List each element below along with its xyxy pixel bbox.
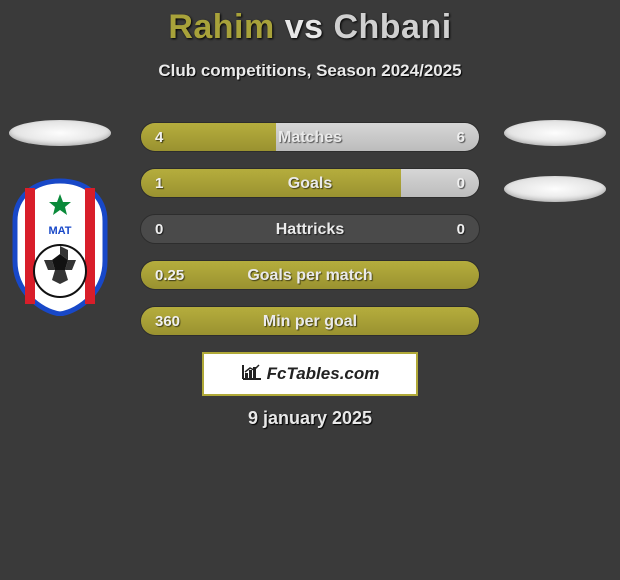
date-label: 9 january 2025 — [0, 408, 620, 429]
vs-label: vs — [285, 8, 324, 46]
subtitle: Club competitions, Season 2024/2025 — [0, 61, 620, 81]
comparison-title: Rahim vs Chbani — [0, 0, 620, 47]
stat-row: 00Hattricks — [140, 214, 480, 244]
player1-name: Rahim — [168, 8, 274, 46]
stat-label: Hattricks — [141, 215, 479, 244]
player1-club-badge: MAT — [10, 176, 110, 316]
player1-avatar-placeholder — [9, 120, 111, 146]
stat-label: Goals per match — [141, 261, 479, 290]
chart-icon — [241, 363, 263, 386]
stat-bars: 46Matches 10Goals 00Hattricks 0.25Goals per… — [140, 122, 480, 336]
stat-label: Goals — [141, 169, 479, 198]
svg-text:MAT: MAT — [48, 225, 71, 237]
player1-side: MAT — [5, 120, 115, 316]
stat-row: 0.25Goals per match — [140, 260, 480, 290]
player2-club-placeholder — [504, 176, 606, 202]
player2-side — [500, 120, 610, 202]
player2-avatar-placeholder — [504, 120, 606, 146]
stat-row: 360Min per goal — [140, 306, 480, 336]
brand-text: FcTables.com — [267, 364, 380, 384]
player2-name: Chbani — [333, 8, 451, 46]
stat-row: 10Goals — [140, 168, 480, 198]
stat-row: 46Matches — [140, 122, 480, 152]
stat-label: Matches — [141, 123, 479, 152]
stat-label: Min per goal — [141, 307, 479, 336]
brand-box[interactable]: FcTables.com — [202, 352, 418, 396]
